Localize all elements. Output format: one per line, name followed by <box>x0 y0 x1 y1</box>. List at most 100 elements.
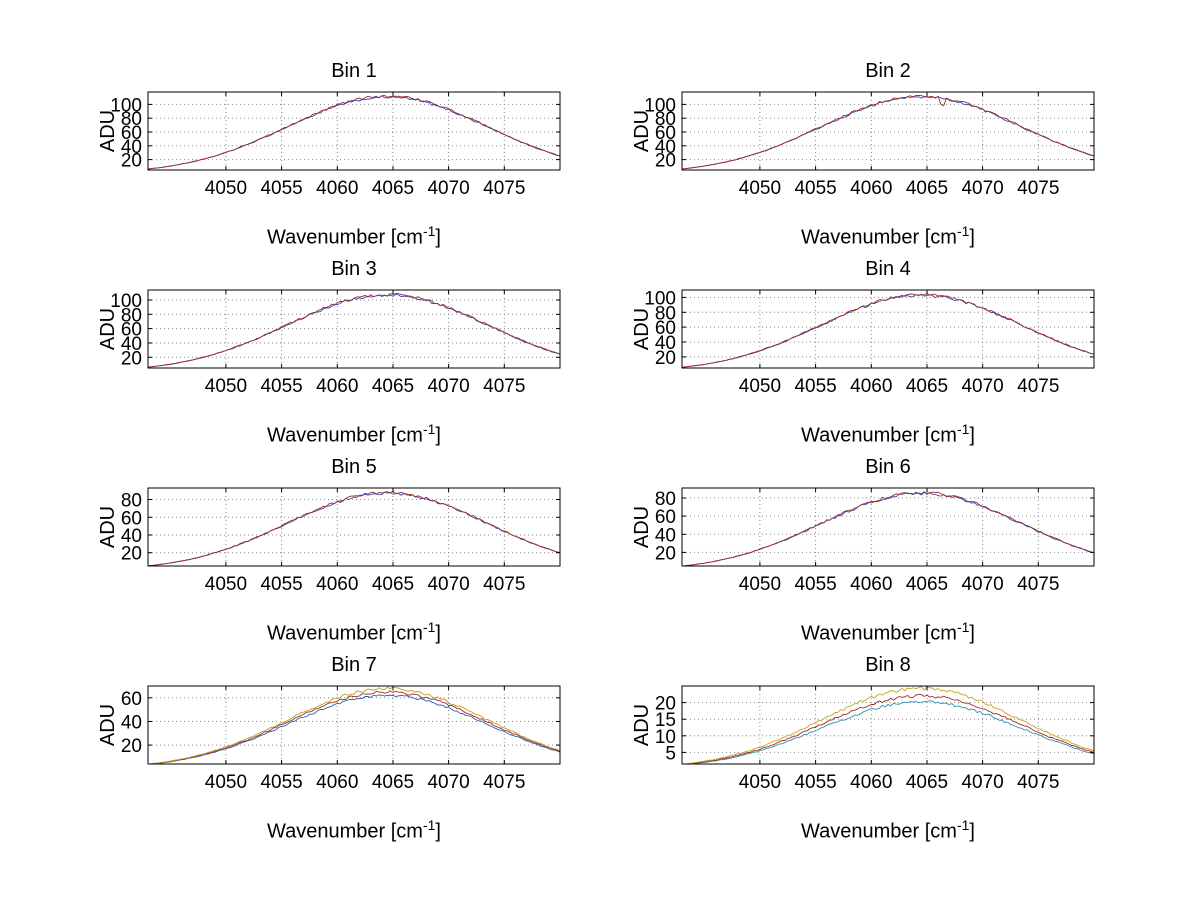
plot-title: Bin 7 <box>331 654 377 676</box>
gridlines <box>148 290 560 368</box>
x-tick-label: 4065 <box>372 178 414 199</box>
x-tick-label: 4075 <box>483 376 525 397</box>
x-tick-label: 4055 <box>260 376 302 397</box>
y-tick-label: 20 <box>655 543 676 564</box>
axis-box <box>681 91 1095 171</box>
x-tick-label: 4055 <box>260 574 302 595</box>
series-group <box>682 686 1094 764</box>
x-tick-label: 4060 <box>850 178 892 199</box>
x-axis-label-sup: -1 <box>956 817 970 833</box>
series-group <box>148 686 560 764</box>
y-tick-label: 20 <box>655 694 676 715</box>
x-tick-label: 4075 <box>483 574 525 595</box>
x-tick-label: 4060 <box>316 178 358 199</box>
x-tick-label: 4050 <box>739 574 781 595</box>
y-tick-label: 100 <box>110 95 142 116</box>
axis-ticks <box>682 488 1094 566</box>
x-axis-label-end: ] <box>435 424 441 447</box>
subplot-bin-6: Bin 6 ADU 4050 4055 4060 4065 4070 4075 20 40 60… <box>622 454 1156 652</box>
series-blue <box>148 694 560 764</box>
x-axis-label-sup: -1 <box>422 223 436 239</box>
series-group <box>148 95 560 170</box>
y-tick-label: 60 <box>121 508 142 529</box>
x-axis-label-end: ] <box>435 226 441 249</box>
x-axis-label-text: Wavenumber [cm <box>267 226 423 249</box>
y-tick-label: 20 <box>655 151 676 172</box>
y-tick-label: 20 <box>121 544 142 565</box>
y-tick-label: 20 <box>121 151 142 172</box>
x-tick-label: 4055 <box>794 376 836 397</box>
y-tick-label: 40 <box>655 137 676 158</box>
x-axis-label: Wavenumber [cm-1] <box>148 218 560 249</box>
y-tick-label: 60 <box>121 320 142 341</box>
gridlines <box>682 92 1094 170</box>
x-tick-label: 4070 <box>961 772 1003 793</box>
x-axis-label: Wavenumber [cm-1] <box>148 416 560 447</box>
x-axis-label-end: ] <box>969 424 975 447</box>
y-tick-label: 40 <box>121 137 142 158</box>
plot-title: Bin 8 <box>865 654 911 676</box>
axis-box <box>147 685 561 765</box>
axis-ticks <box>148 488 560 566</box>
series-red <box>682 94 1094 170</box>
y-tick-label: 40 <box>121 713 142 734</box>
x-tick-label: 4060 <box>850 376 892 397</box>
y-tick-label: 10 <box>655 727 676 748</box>
subplot-bin-8: Bin 8 ADU 4050 4055 4060 4065 4070 4075 5 10 15 2… <box>622 652 1156 850</box>
x-tick-label: 4055 <box>794 178 836 199</box>
plot-title: Bin 5 <box>331 456 377 478</box>
x-tick-label: 4060 <box>316 574 358 595</box>
y-tick-label: 80 <box>655 303 676 324</box>
y-tick-label: 20 <box>121 736 142 757</box>
x-tick-label: 4070 <box>427 574 469 595</box>
x-tick-label: 4050 <box>739 376 781 397</box>
x-tick-label: 4050 <box>739 772 781 793</box>
subplot-bin-5: Bin 5 ADU 4050 4055 4060 4065 4070 4075 20 40 60… <box>88 454 622 652</box>
x-axis-label-end: ] <box>969 622 975 645</box>
series-blue <box>682 293 1094 368</box>
x-tick-label: 4070 <box>961 574 1003 595</box>
y-tick-label: 40 <box>655 333 676 354</box>
x-axis-label-sup: -1 <box>956 223 970 239</box>
subplot-bin-4: Bin 4 ADU 4050 4055 4060 4065 4070 4075 20 40 60… <box>622 256 1156 454</box>
x-axis-label-end: ] <box>435 622 441 645</box>
subplot-bin-1: Bin 1 ADU 4050 4055 4060 4065 4070 4075 20 40 60… <box>88 58 622 256</box>
x-axis-label-sup: -1 <box>956 421 970 437</box>
gridlines <box>148 686 560 764</box>
series-blue <box>148 293 560 368</box>
x-tick-label: 4055 <box>794 772 836 793</box>
x-tick-label: 4055 <box>794 574 836 595</box>
y-tick-label: 60 <box>121 123 142 144</box>
axis-ticks <box>682 92 1094 170</box>
axis-ticks <box>682 290 1094 368</box>
x-axis-label-end: ] <box>969 226 975 249</box>
axis-ticks <box>148 92 560 170</box>
series-yellow <box>682 686 1094 764</box>
x-axis-label-sup: -1 <box>422 421 436 437</box>
axis-ticks <box>682 686 1094 764</box>
x-axis-label-text: Wavenumber [cm <box>267 820 423 843</box>
x-tick-label: 4050 <box>205 376 247 397</box>
series-blue <box>682 491 1094 566</box>
x-axis-label-sup: -1 <box>422 817 436 833</box>
x-tick-label: 4070 <box>961 178 1003 199</box>
subplot-bin-2: Bin 2 ADU 4050 4055 4060 4065 4070 4075 20 40 60… <box>622 58 1156 256</box>
series-red <box>682 491 1094 566</box>
gridlines <box>148 92 560 170</box>
series-red <box>682 293 1094 368</box>
y-tick-label: 80 <box>121 305 142 326</box>
x-tick-label: 4075 <box>1017 178 1059 199</box>
x-tick-label: 4050 <box>205 574 247 595</box>
gridlines <box>682 290 1094 368</box>
y-tick-label: 40 <box>655 525 676 546</box>
x-tick-label: 4050 <box>739 178 781 199</box>
y-tick-label: 80 <box>121 491 142 512</box>
x-tick-label: 4060 <box>850 574 892 595</box>
